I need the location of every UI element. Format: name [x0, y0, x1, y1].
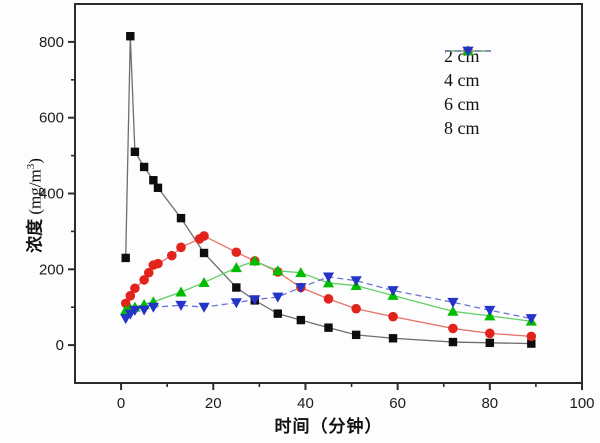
legend-item-8cm: 8 cm	[444, 46, 491, 140]
series-marker-8cm	[138, 305, 150, 316]
series-marker-4cm	[351, 303, 361, 314]
series-marker-8cm	[447, 297, 459, 308]
series-marker-8cm	[387, 286, 399, 297]
x-tick-label: 80	[481, 395, 498, 412]
series-marker-6cm	[272, 265, 284, 276]
series-marker-2cm	[485, 338, 495, 348]
series-marker-2cm	[273, 309, 282, 318]
series-marker-4cm	[176, 242, 186, 253]
series-marker-8cm	[484, 305, 496, 316]
series-marker-2cm	[232, 283, 241, 292]
series-marker-4cm	[143, 267, 154, 278]
series-marker-8cm	[198, 302, 210, 313]
series-marker-4cm	[120, 298, 131, 309]
series-marker-4cm	[526, 331, 537, 342]
legend-label: 4 cm	[444, 70, 480, 90]
series-marker-2cm	[121, 253, 130, 263]
series-marker-8cm	[147, 302, 159, 313]
series-marker-4cm	[125, 291, 136, 301]
y-tick-label: 200	[39, 261, 64, 278]
legend-label: 6 cm	[444, 94, 480, 114]
y-axis-title-cn: 浓度	[25, 218, 45, 253]
legend-label: 8 cm	[444, 118, 480, 138]
series-marker-8cm	[525, 314, 537, 325]
series-marker-2cm	[296, 315, 306, 325]
series-marker-6cm	[447, 305, 459, 316]
series-marker-4cm	[388, 311, 398, 322]
series-marker-2cm	[139, 162, 149, 172]
legend: 2 cm 4 cm 6 cm 8 cm	[444, 44, 491, 140]
series-marker-8cm	[322, 272, 335, 283]
series-marker-4cm	[448, 323, 458, 334]
legend-marker-triangle-down-icon	[445, 46, 491, 57]
series-marker-8cm	[295, 283, 307, 294]
x-tick-label: 20	[205, 395, 222, 412]
series-marker-2cm	[126, 32, 135, 41]
y-axis-unit-superscript: 3	[24, 163, 37, 170]
legend-item-6cm: 6 cm	[444, 45, 491, 116]
series-marker-8cm	[230, 298, 242, 309]
series-marker-4cm	[231, 247, 242, 258]
series-marker-4cm	[166, 250, 177, 261]
y-axis-unit: (mg/m	[25, 169, 45, 219]
legend-item-4cm: 4 cm	[444, 46, 491, 92]
series-marker-4cm	[485, 328, 495, 339]
series-marker-8cm	[175, 300, 187, 311]
series-marker-6cm	[230, 262, 242, 273]
y-tick-label: 400	[39, 186, 64, 203]
series-marker-2cm	[130, 147, 140, 157]
x-tick-label: 100	[569, 395, 594, 412]
series-marker-4cm	[323, 294, 334, 304]
series-marker-6cm	[198, 276, 210, 287]
series-marker-8cm	[129, 305, 141, 316]
y-tick-label: 0	[56, 337, 64, 354]
x-tick-label: 0	[117, 395, 125, 412]
y-tick-label: 600	[39, 110, 64, 127]
series-marker-2cm	[199, 248, 209, 258]
series-marker-4cm	[130, 283, 140, 294]
x-tick-label: 60	[389, 395, 406, 412]
series-marker-2cm	[448, 337, 458, 347]
series-marker-8cm	[272, 292, 284, 303]
series-marker-2cm	[153, 183, 163, 193]
y-tick-label: 800	[39, 34, 64, 51]
series-marker-2cm	[149, 176, 158, 185]
series-marker-6cm	[295, 267, 307, 278]
series-line-6cm	[125, 260, 532, 322]
series-marker-2cm	[388, 334, 398, 343]
series-marker-8cm	[249, 295, 261, 306]
y-axis-title: 浓度 (mg/m3)	[21, 111, 46, 301]
series-marker-4cm	[199, 231, 209, 241]
y-axis-unit-close: )	[25, 158, 45, 164]
series-marker-2cm	[324, 323, 333, 332]
series-marker-2cm	[527, 339, 536, 348]
series-marker-2cm	[351, 330, 361, 340]
series-marker-2cm	[176, 213, 186, 223]
series-marker-8cm	[350, 276, 362, 287]
series-marker-6cm	[249, 255, 261, 266]
series-marker-8cm	[120, 314, 132, 325]
x-axis-title: 时间（分钟）	[274, 417, 383, 436]
series-marker-4cm	[153, 258, 163, 269]
series-marker-4cm	[139, 275, 149, 285]
x-tick-label: 40	[297, 395, 314, 412]
series-marker-6cm	[175, 286, 187, 297]
